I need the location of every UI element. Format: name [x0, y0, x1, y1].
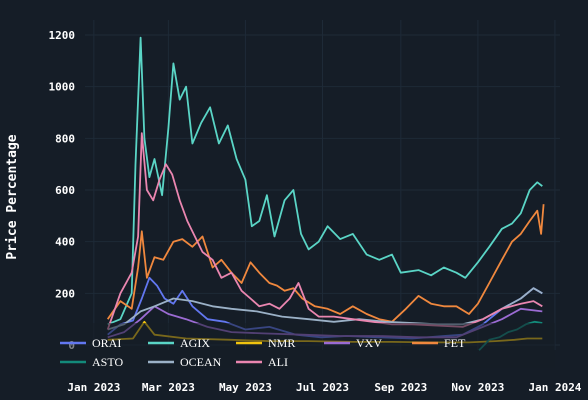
- legend-label: ALI: [268, 355, 288, 369]
- y-tick-label: 400: [55, 236, 75, 249]
- y-tick-label: 1000: [49, 81, 76, 94]
- x-axis-ticks: Jan 2023 Mar 2023 May 2023 Jul 2023 Sep 2023…: [67, 381, 581, 394]
- legend-item-vxv: VXV: [324, 336, 382, 350]
- legend-item-orai: ORAI: [60, 336, 121, 350]
- legend-label: ASTO: [92, 355, 123, 369]
- legend-item-asto: ASTO: [60, 355, 123, 369]
- series-line-agix: [107, 36, 543, 326]
- legend-item-ali: ALI: [236, 355, 288, 369]
- x-tick-label: Mar 2023: [142, 381, 195, 394]
- legend-item-fet: FET: [412, 336, 466, 350]
- legend-item-agix: AGIX: [148, 336, 210, 350]
- legend-label: NMR: [268, 336, 295, 350]
- legend-label: FET: [444, 336, 466, 350]
- legend-label: ORAI: [92, 336, 121, 350]
- y-tick-label: 600: [55, 184, 75, 197]
- x-tick-label: Jul 2023: [296, 381, 349, 394]
- y-axis-ticks: 020040060080010001200: [49, 29, 76, 352]
- x-tick-label: Nov 2023: [451, 381, 504, 394]
- y-tick-label: 200: [55, 287, 75, 300]
- legend-background: [50, 323, 555, 368]
- legend-label: AGIX: [180, 336, 210, 350]
- legend-label: VXV: [356, 336, 382, 350]
- legend-label: OCEAN: [180, 355, 222, 369]
- y-tick-label: 800: [55, 132, 75, 145]
- legend: ORAI AGIX NMR VXV FET ASTO OCEAN ALI: [50, 323, 555, 369]
- legend-item-nmr: NMR: [236, 336, 295, 350]
- x-tick-label: May 2023: [219, 381, 272, 394]
- y-axis-label: Price Percentage: [5, 134, 20, 259]
- x-tick-label: Jan 2023: [67, 381, 120, 394]
- y-tick-label: 1200: [49, 29, 76, 42]
- legend-item-ocean: OCEAN: [148, 355, 222, 369]
- x-tick-label: Jan 2024: [528, 381, 581, 394]
- x-tick-label: Sep 2023: [374, 381, 427, 394]
- series-line-fet: [106, 204, 545, 323]
